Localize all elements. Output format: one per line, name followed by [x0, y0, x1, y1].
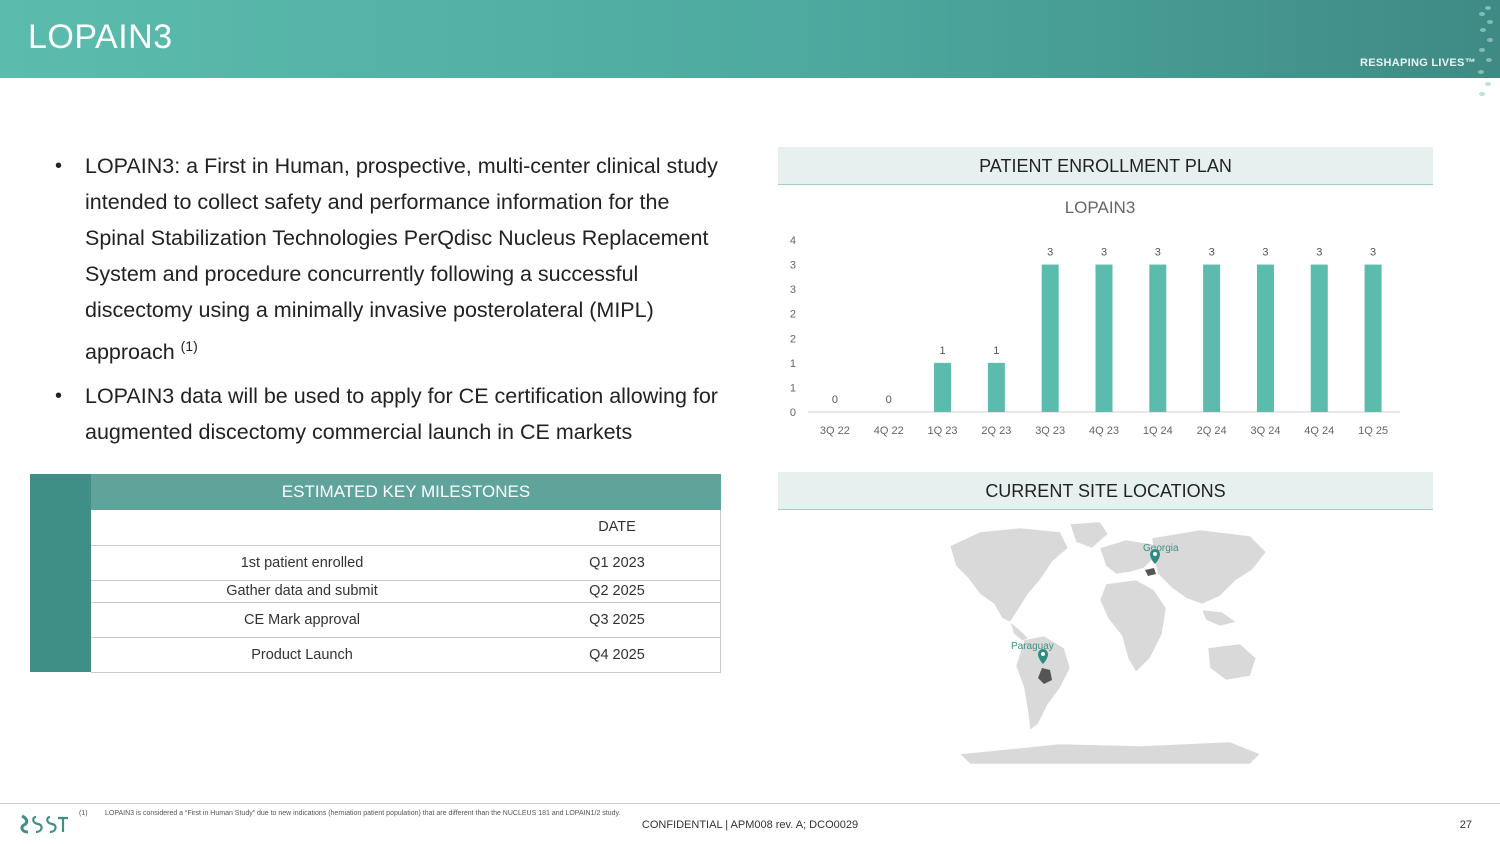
- world-map: [949, 521, 1267, 765]
- milestones-heading: ESTIMATED KEY MILESTONES: [91, 474, 721, 510]
- bullet-dot: •: [55, 155, 63, 177]
- antarctica-shape: [959, 741, 1261, 765]
- bar: [1149, 264, 1167, 412]
- central-america-shape: [1009, 621, 1029, 643]
- x-tick-label: 1Q 24: [1143, 425, 1173, 437]
- x-tick-label: 2Q 23: [981, 425, 1011, 437]
- milestone-label: Gather data and submit: [91, 580, 513, 603]
- sites-heading: CURRENT SITE LOCATIONS: [778, 472, 1433, 510]
- footer-divider: [0, 803, 1500, 804]
- x-tick-label: 4Q 22: [874, 425, 904, 437]
- x-tick-label: 4Q 23: [1089, 425, 1119, 437]
- georgia-region: [1145, 568, 1156, 576]
- y-tick-label: 3: [790, 284, 796, 296]
- data-label: 3: [1101, 247, 1107, 259]
- slide-header: LOPAIN3 RESHAPING LIVES™: [0, 0, 1500, 96]
- se-asia-shape: [1201, 609, 1237, 627]
- slide-title: LOPAIN3: [28, 18, 173, 56]
- footnote-ref: (1): [180, 338, 198, 354]
- x-tick-label: 3Q 24: [1250, 425, 1280, 437]
- table-row: Gather data and submit Q2 2025: [91, 580, 721, 603]
- x-tick-label: 1Q 25: [1358, 425, 1388, 437]
- bullet-text: LOPAIN3: a First in Human, prospective, …: [85, 154, 718, 364]
- north-america-shape: [949, 527, 1069, 623]
- paraguay-region: [1038, 668, 1052, 684]
- paraguay-pin-icon: [1038, 649, 1048, 664]
- bar: [934, 362, 952, 412]
- georgia-pin-icon: [1150, 549, 1160, 564]
- bar: [1095, 264, 1113, 412]
- y-tick-label: 2: [790, 333, 796, 345]
- footnote-text: LOPAIN3 is considered a “First in Human …: [105, 810, 621, 817]
- data-label: 1: [939, 345, 945, 357]
- table-row: CE Mark approval Q3 2025: [91, 602, 721, 638]
- x-tick-label: 2Q 24: [1197, 425, 1227, 437]
- europe-shape: [1099, 539, 1155, 575]
- x-tick-label: 1Q 23: [928, 425, 958, 437]
- asia-shape: [1151, 529, 1267, 605]
- data-label: 3: [1047, 247, 1053, 259]
- data-label: 3: [1209, 247, 1215, 259]
- milestones-side-bar: [30, 474, 91, 672]
- sst-logo-icon: [20, 814, 68, 834]
- date-column-header: DATE: [513, 510, 721, 546]
- x-tick-label: 3Q 22: [820, 425, 850, 437]
- data-label: 0: [886, 394, 892, 406]
- bullet-text: LOPAIN3 data will be used to apply for C…: [85, 384, 718, 444]
- enrollment-bar-chart: 0 1 1 2 2 3 3 4 0 3Q 22 0 4Q 22 1 1Q 23 1 2Q 23 3 3Q 23 3 4…: [790, 235, 1400, 437]
- vine-decoration-icon: [1478, 6, 1493, 96]
- milestone-label: CE Mark approval: [91, 602, 513, 638]
- table-row: Product Launch Q4 2025: [91, 637, 721, 673]
- milestone-date: Q1 2023: [513, 545, 721, 581]
- bar: [1041, 264, 1059, 412]
- bar: [1203, 264, 1221, 412]
- bullet-list: • LOPAIN3: a First in Human, prospective…: [55, 148, 735, 458]
- georgia-label: Georgia: [1143, 543, 1179, 554]
- milestones-table: DATE 1st patient enrolled Q1 2023 Gather…: [91, 510, 721, 673]
- bullet-dot: •: [55, 385, 63, 407]
- australia-shape: [1207, 643, 1257, 681]
- table-header-row: DATE: [91, 510, 721, 546]
- y-tick-label: 3: [790, 260, 796, 272]
- y-tick-label: 1: [790, 358, 796, 370]
- enrollment-heading: PATIENT ENROLLMENT PLAN: [778, 147, 1433, 185]
- x-tick-label: 3Q 23: [1035, 425, 1065, 437]
- tagline: RESHAPING LIVES™: [1359, 57, 1476, 69]
- chart-title: LOPAIN3: [1064, 198, 1136, 217]
- bar: [1364, 264, 1382, 412]
- bullet-item: • LOPAIN3 data will be used to apply for…: [55, 378, 735, 450]
- bar: [987, 362, 1005, 412]
- y-tick-label: 4: [790, 235, 796, 247]
- data-label: 1: [993, 345, 999, 357]
- bullet-item: • LOPAIN3: a First in Human, prospective…: [55, 148, 735, 370]
- data-label: 3: [1316, 247, 1322, 259]
- data-label: 0: [832, 394, 838, 406]
- paraguay-label: Paraguay: [1011, 641, 1054, 652]
- footnote-number: (1): [79, 810, 88, 817]
- data-label: 3: [1370, 247, 1376, 259]
- data-label: 3: [1262, 247, 1268, 259]
- y-tick-label: 1: [790, 382, 796, 394]
- bar: [1310, 264, 1328, 412]
- y-tick-label: 2: [790, 309, 796, 321]
- milestone-label: 1st patient enrolled: [91, 545, 513, 581]
- milestone-date: Q3 2025: [513, 602, 721, 638]
- africa-shape: [1099, 579, 1167, 673]
- table-row: 1st patient enrolled Q1 2023: [91, 545, 721, 581]
- milestone-date: Q4 2025: [513, 637, 721, 673]
- milestone-label: Product Launch: [91, 637, 513, 673]
- confidential-notice: CONFIDENTIAL | APM008 rev. A; DCO0029: [641, 819, 859, 831]
- x-tick-label: 4Q 24: [1304, 425, 1334, 437]
- milestone-date: Q2 2025: [513, 580, 721, 603]
- y-tick-label: 0: [790, 407, 796, 419]
- bar: [1256, 264, 1274, 412]
- page-number: 27: [1459, 819, 1472, 831]
- data-label: 3: [1155, 247, 1161, 259]
- greenland-shape: [1069, 521, 1109, 549]
